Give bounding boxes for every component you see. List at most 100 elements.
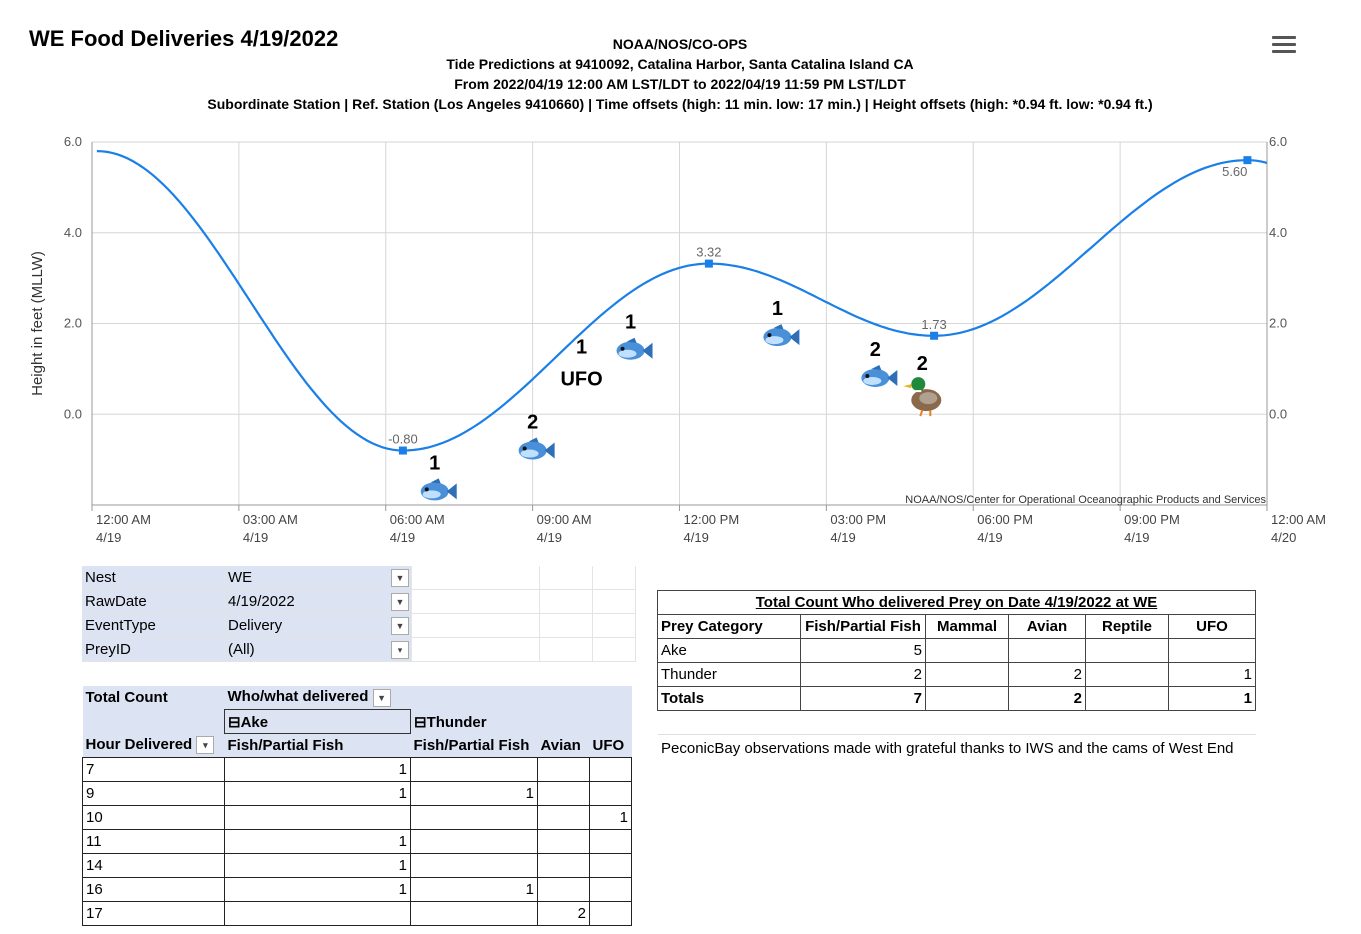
count-cell[interactable]: 1 (410, 877, 538, 902)
count-cell[interactable] (537, 877, 590, 902)
total-cell[interactable]: 7 (800, 686, 926, 711)
count-cell[interactable] (589, 757, 632, 782)
count-cell[interactable] (410, 757, 538, 782)
filter-value-cell[interactable]: WE ▼ (224, 566, 412, 590)
total-cell[interactable] (925, 638, 1009, 663)
hour-cell[interactable]: 9 (82, 781, 225, 806)
count-cell[interactable] (410, 829, 538, 854)
count-cell[interactable] (589, 829, 632, 854)
count-cell[interactable] (537, 781, 590, 806)
count-cell[interactable]: 1 (224, 829, 411, 854)
y-tick-label-right: 4.0 (1269, 225, 1287, 240)
count-cell[interactable] (537, 853, 590, 878)
x-tick-label: 06:00 PM (977, 512, 1033, 527)
hour-cell[interactable]: 17 (82, 901, 225, 926)
hour-cell[interactable]: 16 (82, 877, 225, 902)
count-cell[interactable] (589, 901, 632, 926)
filter-value-cell[interactable]: (All) ▾ (224, 637, 412, 662)
hour-cell[interactable]: 11 (82, 829, 225, 854)
columns-label-cell[interactable]: Who/what delivered ▼ (224, 686, 411, 710)
total-cell[interactable]: 2 (800, 662, 926, 687)
count-cell[interactable] (589, 853, 632, 878)
tide-chart: 6.0 6.0 4.0 4.0 2.0 2.0 0.0 0.0 12:00 AM 4/19 03:0… (29, 134, 1326, 545)
count-cell[interactable] (589, 877, 632, 902)
count-cell[interactable] (537, 757, 590, 782)
collapse-icon[interactable]: ⊟ (228, 713, 241, 731)
annotation-count: 2 (917, 353, 928, 375)
filter-icon[interactable]: ▼ (372, 688, 391, 707)
count-cell[interactable] (410, 853, 538, 878)
count-cell[interactable] (224, 901, 411, 926)
total-cell[interactable]: 1 (1168, 662, 1256, 687)
category-cell[interactable]: Totals (657, 686, 801, 711)
chart-credit: NOAA/NOS/Center for Operational Oceanogr… (905, 494, 1266, 506)
count-cell[interactable] (537, 805, 590, 830)
count-cell[interactable]: 1 (224, 757, 411, 782)
x-tick-label: 06:00 AM (390, 512, 445, 527)
dropdown-icon[interactable]: ▾ (196, 736, 215, 755)
total-cell[interactable]: 5 (800, 638, 926, 663)
x-tick-label: 09:00 AM (537, 512, 592, 527)
hour-cell[interactable]: 7 (82, 757, 225, 782)
table-row: 17 2 (82, 901, 632, 926)
filter-value-cell[interactable]: Delivery ▼ (224, 613, 412, 638)
filter-value-cell[interactable]: 4/19/2022 ▼ (224, 589, 412, 614)
row-label-cell[interactable]: Hour Delivered ▾ (82, 733, 225, 758)
total-cell[interactable]: 2 (1008, 686, 1086, 711)
count-cell[interactable]: 1 (410, 781, 538, 806)
hamburger-menu-icon[interactable] (1272, 36, 1296, 54)
count-cell[interactable]: 1 (224, 853, 411, 878)
col-header: Fish/Partial Fish (410, 733, 538, 758)
total-cell[interactable] (1085, 686, 1169, 711)
count-cell[interactable]: 1 (224, 781, 411, 806)
page-title: WE Food Deliveries 4/19/2022 (29, 26, 339, 51)
total-cell[interactable] (1085, 662, 1169, 687)
col-header: Avian (537, 733, 590, 758)
total-cell[interactable] (1085, 638, 1169, 663)
category-cell[interactable]: Ake (657, 638, 801, 663)
filter-row: EventType Delivery ▼ (82, 613, 636, 638)
total-cell[interactable]: 2 (1008, 662, 1086, 687)
hour-cell[interactable]: 14 (82, 853, 225, 878)
filter-icon[interactable]: ▼ (391, 617, 409, 635)
collapse-icon[interactable]: ⊟ (414, 713, 427, 731)
group-ake-label: Ake (240, 713, 269, 731)
count-cell[interactable] (224, 805, 411, 830)
filter-icon[interactable]: ▼ (391, 593, 409, 611)
total-cell[interactable] (925, 662, 1009, 687)
total-cell[interactable] (1008, 638, 1086, 663)
count-cell[interactable] (410, 805, 538, 830)
columns-label: Who/what delivered (227, 688, 369, 706)
total-cell[interactable]: 1 (1168, 686, 1256, 711)
summary-header: Avian (1008, 614, 1086, 639)
total-cell[interactable] (925, 686, 1009, 711)
filter-value: 4/19/2022 (228, 593, 295, 610)
extreme-label: 5.60 (1222, 164, 1247, 179)
category-cell[interactable]: Thunder (657, 662, 801, 687)
annotation-count: 1 (576, 336, 587, 358)
table-row: 11 1 (82, 829, 632, 854)
hour-cell[interactable]: 10 (82, 805, 225, 830)
x-tick-date: 4/19 (1124, 530, 1149, 545)
table-row: 16 1 1 (82, 877, 632, 902)
fish-icon (763, 324, 800, 347)
group-ake[interactable]: ⊟Ake (224, 709, 411, 734)
count-cell[interactable]: 1 (224, 877, 411, 902)
table-row: 10 1 (82, 805, 632, 830)
total-cell[interactable] (1168, 638, 1256, 663)
group-thunder[interactable]: ⊟Thunder (410, 709, 538, 734)
filter-icon[interactable]: ▼ (391, 569, 409, 587)
summary-title: Total Count Who delivered Prey on Date 4… (657, 590, 1256, 615)
dropdown-icon[interactable]: ▾ (391, 641, 409, 659)
filter-row: Nest WE ▼ (82, 566, 636, 590)
count-cell[interactable]: 2 (537, 901, 590, 926)
count-cell[interactable] (589, 781, 632, 806)
chart-header: NOAA/NOS/CO-OPS Tide Predictions at 9410… (90, 34, 1270, 114)
count-cell[interactable]: 1 (589, 805, 632, 830)
count-cell[interactable] (410, 901, 538, 926)
header-agency: NOAA/NOS/CO-OPS (612, 36, 748, 52)
count-cell[interactable] (537, 829, 590, 854)
summary-header: UFO (1168, 614, 1256, 639)
